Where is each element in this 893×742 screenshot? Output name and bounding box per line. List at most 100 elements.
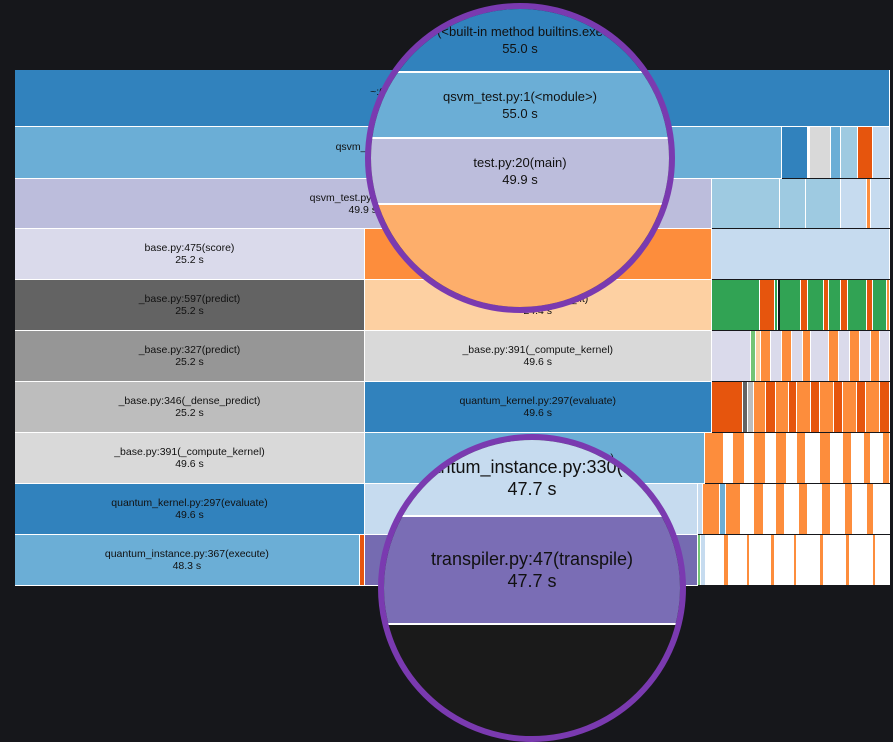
small-frame[interactable]: [841, 280, 848, 330]
small-frame[interactable]: [811, 382, 820, 432]
small-frame[interactable]: [711, 229, 890, 279]
frame-base-py-327-predict[interactable]: _base.py:327(predict) 25.2 s: [15, 331, 365, 382]
small-frame[interactable]: [879, 382, 890, 432]
small-frame[interactable]: [799, 484, 808, 534]
small-frame[interactable]: [841, 179, 868, 228]
small-frame[interactable]: [776, 433, 787, 483]
small-frame[interactable]: [842, 433, 852, 483]
small-frame[interactable]: [753, 484, 764, 534]
small-frame[interactable]: [793, 535, 798, 585]
small-frame[interactable]: [760, 331, 771, 381]
small-frame[interactable]: [786, 433, 798, 483]
small-frame[interactable]: [788, 382, 798, 432]
small-frame[interactable]: [883, 433, 890, 483]
small-frame[interactable]: [792, 331, 803, 381]
small-frame[interactable]: [706, 535, 724, 585]
frame-unlabeled-16[interactable]: [359, 535, 365, 586]
small-frame[interactable]: [748, 382, 754, 432]
small-frame[interactable]: [846, 535, 850, 585]
small-frame[interactable]: [807, 484, 822, 534]
small-frame[interactable]: [870, 331, 880, 381]
small-frame[interactable]: [849, 535, 873, 585]
small-frame[interactable]: [820, 535, 824, 585]
small-frame[interactable]: [750, 331, 757, 381]
small-frame[interactable]: [697, 484, 703, 534]
small-frame[interactable]: [702, 484, 721, 534]
small-frame[interactable]: [732, 433, 745, 483]
small-frame[interactable]: [811, 331, 829, 381]
frame-quantum-kernel-py-297-evaluate[interactable]: quantum_kernel.py:297(evaluate) 49.6 s: [365, 382, 712, 433]
small-frame[interactable]: [886, 280, 890, 330]
small-frame[interactable]: [797, 382, 812, 432]
small-frame[interactable]: [771, 331, 782, 381]
small-frame[interactable]: [806, 179, 841, 228]
small-frame[interactable]: [723, 535, 729, 585]
small-frame[interactable]: [746, 535, 750, 585]
small-frame[interactable]: [765, 433, 777, 483]
small-frame[interactable]: [849, 331, 861, 381]
frame-base-py-391-compute-kernel[interactable]: _base.py:391(_compute_kernel) 49.6 s: [15, 433, 365, 484]
small-frame[interactable]: [853, 484, 868, 534]
small-frame[interactable]: [834, 382, 843, 432]
small-frame[interactable]: [870, 179, 890, 228]
small-frame[interactable]: [820, 382, 834, 432]
small-frame[interactable]: [830, 484, 845, 534]
small-frame[interactable]: [823, 535, 847, 585]
small-frame[interactable]: [781, 331, 792, 381]
small-frame[interactable]: [848, 280, 868, 330]
small-frame[interactable]: [810, 127, 831, 178]
small-frame[interactable]: [807, 280, 824, 330]
small-frame[interactable]: [756, 331, 761, 381]
small-frame[interactable]: [781, 127, 808, 178]
small-frame[interactable]: [872, 280, 887, 330]
small-frame[interactable]: [830, 433, 843, 483]
small-frame[interactable]: [753, 382, 766, 432]
small-frame[interactable]: [820, 433, 831, 483]
small-frame[interactable]: [842, 382, 857, 432]
small-frame[interactable]: [867, 179, 871, 228]
small-frame[interactable]: [823, 280, 829, 330]
small-frame[interactable]: [821, 484, 831, 534]
small-frame[interactable]: [776, 382, 789, 432]
small-frame[interactable]: [865, 382, 880, 432]
small-frame[interactable]: [744, 433, 754, 483]
small-frame[interactable]: [764, 484, 777, 534]
small-frame[interactable]: [874, 484, 890, 534]
small-frame[interactable]: [867, 280, 873, 330]
small-frame[interactable]: [839, 331, 850, 381]
small-frame[interactable]: [711, 280, 760, 330]
small-frame[interactable]: [750, 535, 771, 585]
small-frame[interactable]: [753, 433, 766, 483]
small-frame[interactable]: [797, 535, 820, 585]
small-frame[interactable]: [765, 382, 777, 432]
small-frame[interactable]: [701, 535, 707, 585]
small-frame[interactable]: [857, 127, 874, 178]
small-frame[interactable]: [697, 535, 701, 585]
small-frame[interactable]: [856, 382, 866, 432]
small-frame[interactable]: [873, 127, 890, 178]
small-frame[interactable]: [828, 331, 840, 381]
small-frame[interactable]: [774, 280, 778, 330]
small-frame[interactable]: [729, 535, 747, 585]
small-frame[interactable]: [844, 484, 854, 534]
small-frame[interactable]: [711, 179, 780, 228]
small-frame[interactable]: [807, 127, 811, 178]
small-frame[interactable]: [828, 280, 841, 330]
small-frame[interactable]: [851, 433, 864, 483]
frame-quantum-kernel-py-297-evaluate[interactable]: quantum_kernel.py:297(evaluate) 49.6 s: [15, 484, 365, 535]
small-frame[interactable]: [711, 382, 743, 432]
small-frame[interactable]: [779, 280, 801, 330]
small-frame[interactable]: [774, 535, 794, 585]
frame-quantum-instance-py-367-execute[interactable]: quantum_instance.py:367(execute) 48.3 s: [15, 535, 360, 586]
small-frame[interactable]: [711, 331, 751, 381]
small-frame[interactable]: [776, 484, 785, 534]
small-frame[interactable]: [725, 484, 742, 534]
small-frame[interactable]: [806, 433, 820, 483]
small-frame[interactable]: [785, 484, 799, 534]
frame-base-py-346-dense-predict[interactable]: _base.py:346(_dense_predict) 25.2 s: [15, 382, 365, 433]
frame-base-py-475-score[interactable]: base.py:475(score) 25.2 s: [15, 229, 365, 280]
small-frame[interactable]: [860, 331, 871, 381]
small-frame[interactable]: [802, 331, 812, 381]
small-frame[interactable]: [830, 127, 841, 178]
small-frame[interactable]: [876, 535, 890, 585]
